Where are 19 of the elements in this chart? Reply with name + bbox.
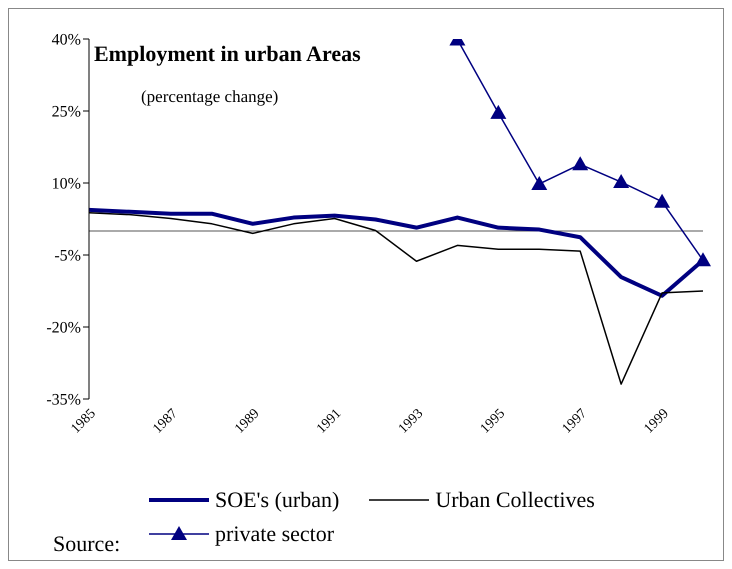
point bbox=[490, 104, 506, 119]
legend-label: private sector bbox=[215, 521, 334, 547]
legend-label: SOE's (urban) bbox=[215, 487, 340, 513]
point bbox=[613, 174, 630, 188]
chart-title: Employment in urban Areas bbox=[94, 41, 361, 67]
point bbox=[695, 252, 711, 266]
y-tick-label: -5% bbox=[54, 248, 81, 265]
source-note: Source: bbox=[53, 531, 120, 557]
y-tick-label: 10% bbox=[52, 176, 81, 193]
point bbox=[654, 194, 670, 208]
y-tick-label: 25% bbox=[52, 104, 81, 121]
y-tick-label: -20% bbox=[46, 320, 81, 337]
point bbox=[572, 156, 588, 170]
y-tick-label: -35% bbox=[46, 392, 81, 409]
y-tick-label: 40% bbox=[52, 32, 81, 49]
text: (percentage change) bbox=[141, 87, 278, 107]
x-tick-label: 1991 bbox=[314, 406, 344, 437]
legend-label: Urban Collectives bbox=[435, 487, 595, 513]
point bbox=[531, 176, 548, 190]
